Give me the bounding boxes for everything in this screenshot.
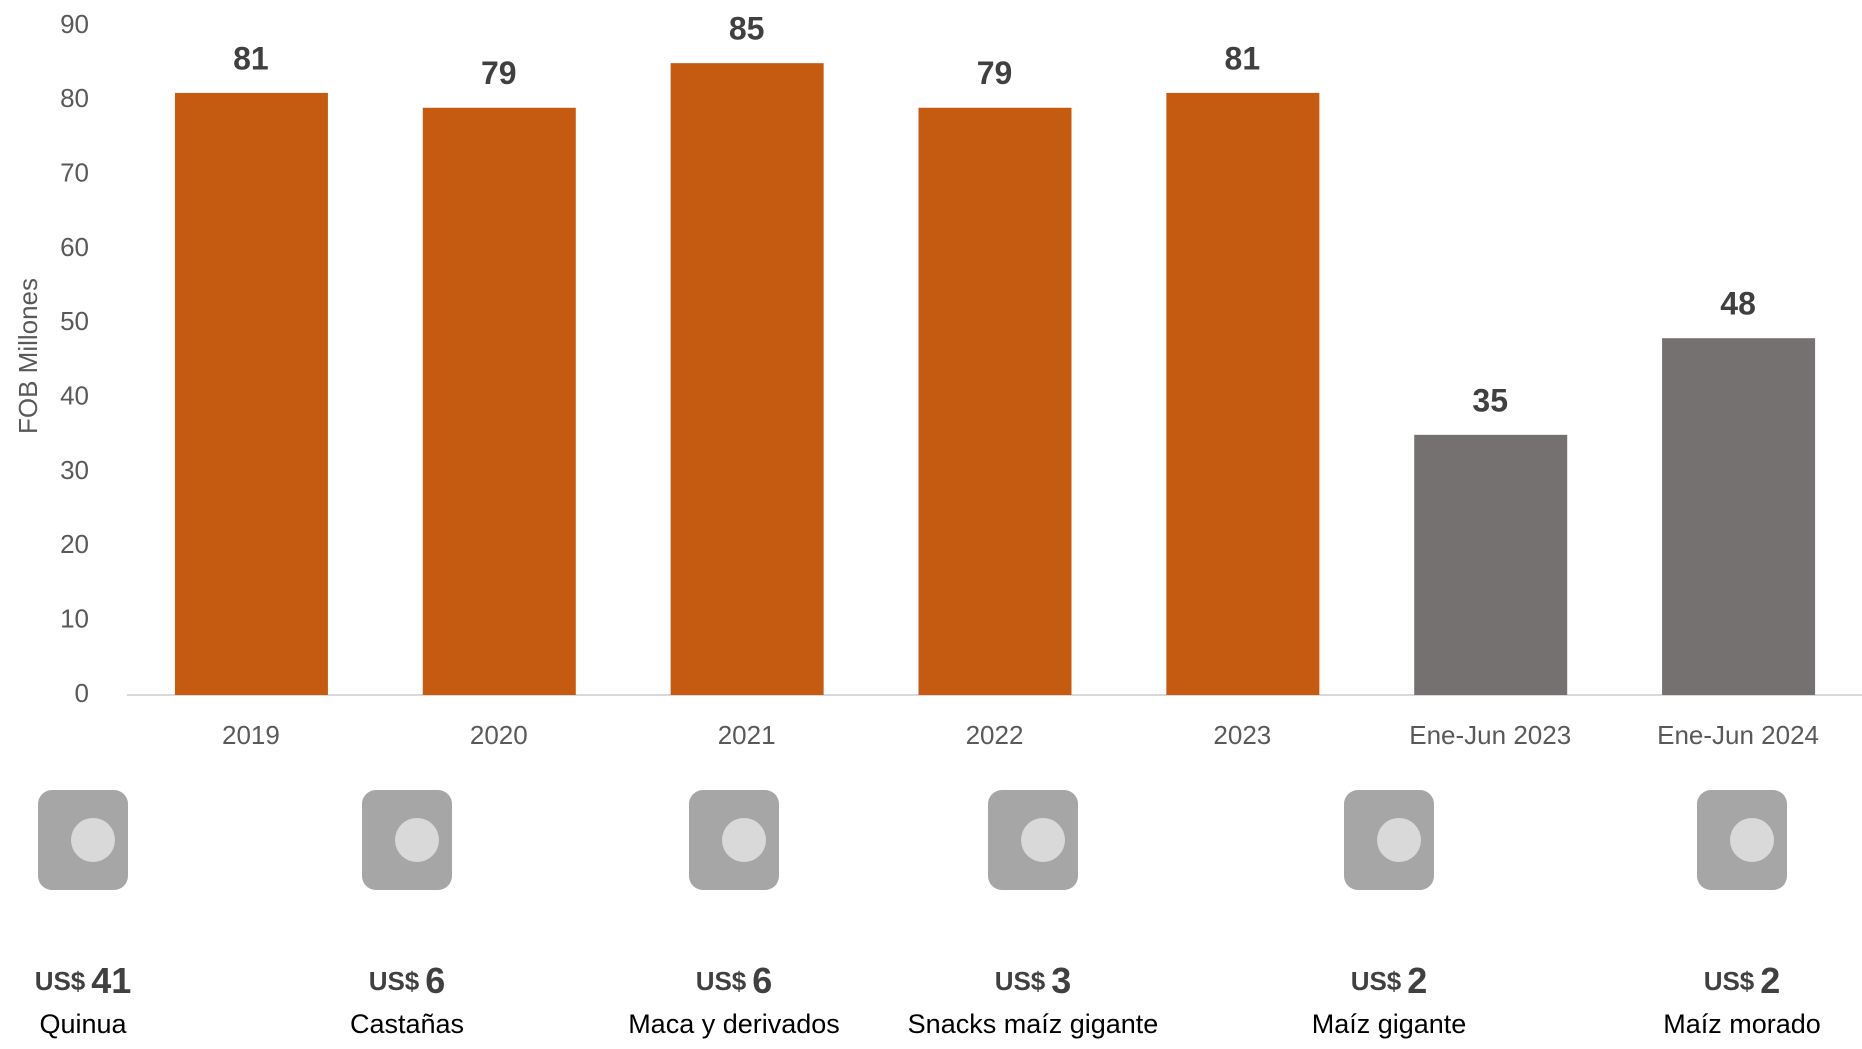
y-tick-label: 40 — [60, 381, 89, 411]
x-tick-label: 2022 — [966, 720, 1024, 750]
product-name: Snacks maíz gigante — [908, 1009, 1159, 1039]
product-value: US$2 — [1351, 960, 1428, 1001]
y-tick-label: 70 — [60, 158, 89, 188]
data-label: 81 — [233, 40, 269, 76]
data-label: 79 — [977, 55, 1013, 91]
y-tick-label: 50 — [60, 306, 89, 336]
product-name: Castañas — [350, 1009, 464, 1039]
product-name: Maíz gigante — [1312, 1009, 1467, 1039]
product-icon-detail — [71, 818, 115, 862]
product-amount: 2 — [1760, 960, 1780, 1001]
y-tick-label: 10 — [60, 604, 89, 634]
product-icon-detail — [722, 818, 766, 862]
y-tick-label: 20 — [60, 529, 89, 559]
product-value: US$6 — [696, 960, 773, 1001]
currency-label: US$ — [1351, 966, 1402, 996]
bar — [671, 63, 824, 695]
product-name: Quinua — [39, 1009, 127, 1039]
bar — [175, 93, 328, 695]
product-value: US$2 — [1704, 960, 1781, 1001]
data-label: 48 — [1720, 286, 1756, 322]
currency-label: US$ — [995, 966, 1046, 996]
product-value: US$41 — [35, 960, 132, 1001]
product-amount: 6 — [752, 960, 772, 1001]
x-tick-label: 2019 — [222, 720, 280, 750]
data-label: 35 — [1472, 382, 1508, 418]
product-value: US$6 — [369, 960, 446, 1001]
product-name: Maíz morado — [1663, 1009, 1821, 1039]
product-name: Maca y derivados — [628, 1009, 840, 1039]
currency-label: US$ — [696, 966, 747, 996]
product-icon-detail — [1377, 818, 1421, 862]
x-tick-label: 2023 — [1213, 720, 1271, 750]
bar — [919, 108, 1072, 695]
product-amount: 2 — [1407, 960, 1427, 1001]
x-tick-label: 2021 — [718, 720, 776, 750]
product-icon-detail — [395, 818, 439, 862]
product-icon-detail — [1021, 818, 1065, 862]
y-tick-label: 90 — [60, 9, 89, 39]
data-label: 81 — [1225, 40, 1261, 76]
product-icon-detail — [1730, 818, 1774, 862]
product-amount: 41 — [91, 960, 131, 1001]
data-label: 85 — [729, 11, 765, 47]
currency-label: US$ — [1704, 966, 1755, 996]
bar — [1414, 435, 1567, 695]
x-tick-label: Ene-Jun 2024 — [1657, 720, 1819, 750]
y-tick-label: 30 — [60, 455, 89, 485]
bar — [423, 108, 576, 695]
product-amount: 6 — [425, 960, 445, 1001]
y-tick-label: 80 — [60, 83, 89, 113]
bar — [1166, 93, 1319, 695]
y-axis-title: FOB Millones — [13, 278, 43, 434]
product-amount: 3 — [1051, 960, 1071, 1001]
data-label: 79 — [481, 55, 517, 91]
x-tick-label: Ene-Jun 2023 — [1409, 720, 1571, 750]
chart: FOB Millones 0 10 20 30 40 50 60 70 80 90 2019 81 20… — [0, 0, 1862, 1049]
currency-label: US$ — [35, 966, 86, 996]
currency-label: US$ — [369, 966, 420, 996]
bar — [1662, 338, 1815, 695]
x-tick-label: 2020 — [470, 720, 528, 750]
y-tick-label: 60 — [60, 232, 89, 262]
product-value: US$3 — [995, 960, 1072, 1001]
y-tick-label: 0 — [75, 678, 89, 708]
